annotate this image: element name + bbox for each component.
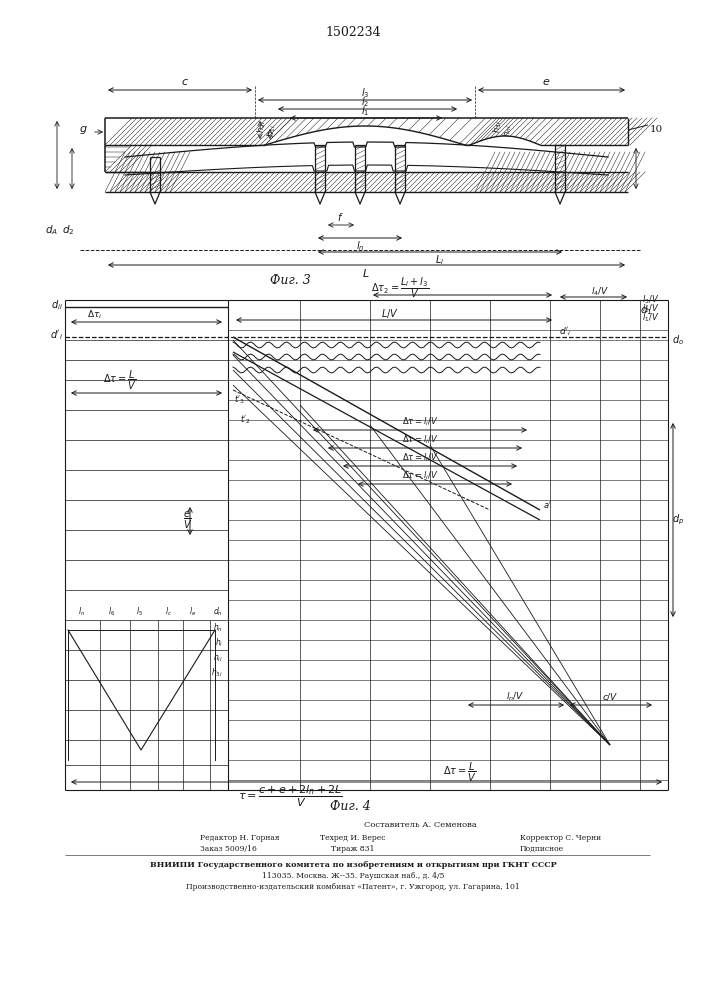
- Text: Редактор Н. Горная: Редактор Н. Горная: [200, 834, 279, 842]
- Text: $h_{ni}$: $h_{ni}$: [502, 125, 514, 137]
- Text: $d_{ii}$: $d_{ii}$: [51, 298, 63, 312]
- Text: Фиг. 3: Фиг. 3: [269, 273, 310, 286]
- Text: Корректор С. Черни: Корректор С. Черни: [520, 834, 601, 842]
- Text: $L_i$: $L_i$: [436, 253, 445, 267]
- Text: $\Delta\tau = \dfrac{L}{V}$: $\Delta\tau = \dfrac{L}{V}$: [103, 368, 137, 392]
- Text: $\Delta\tau = l_i/V$: $\Delta\tau = l_i/V$: [402, 416, 438, 428]
- Text: $d_p$: $d_p$: [672, 513, 684, 527]
- Text: Составитель А. Семенова: Составитель А. Семенова: [363, 821, 477, 829]
- Text: $h_{3i}$: $h_{3i}$: [492, 121, 504, 133]
- Text: $l_e$: $l_e$: [189, 606, 197, 618]
- Text: $h_i$: $h_i$: [215, 637, 223, 649]
- Text: ВНИИПИ Государственного комитета по изобретениям и открытиям при ГКНТ СССР: ВНИИПИ Государственного комитета по изоб…: [150, 861, 556, 869]
- Text: $h_{3i}$: $h_{3i}$: [211, 667, 223, 679]
- Text: 1502234: 1502234: [325, 25, 381, 38]
- Text: $\tau = \dfrac{c + e + 2l_n + 2L}{V}$: $\tau = \dfrac{c + e + 2l_n + 2L}{V}$: [238, 783, 342, 809]
- Text: $a'$: $a'$: [544, 498, 553, 510]
- Text: $h_{1i}$: $h_{1i}$: [266, 125, 279, 137]
- Text: $t'_3$: $t'_3$: [235, 394, 245, 406]
- Text: $h_n$: $h_n$: [213, 622, 223, 634]
- Text: $l_3/V$: $l_3/V$: [643, 294, 660, 306]
- Text: $l_2/V$: $l_2/V$: [643, 303, 660, 315]
- Text: Техред И. Верес: Техред И. Верес: [320, 834, 386, 842]
- Text: $L$: $L$: [362, 267, 370, 279]
- Text: $t'_2$: $t'_2$: [240, 414, 252, 426]
- Text: $d_n$: $d_n$: [213, 606, 223, 618]
- Text: $f$: $f$: [337, 211, 344, 223]
- Text: Фиг. 4: Фиг. 4: [329, 800, 370, 814]
- Text: $c$: $c$: [181, 77, 189, 87]
- Text: 113035. Москва. Ж--35. Раушская наб., д. 4/5: 113035. Москва. Ж--35. Раушская наб., д.…: [262, 872, 444, 880]
- Text: $g$: $g$: [79, 124, 88, 136]
- Text: $l_1/V$: $l_1/V$: [643, 312, 660, 324]
- Text: $l_n$: $l_n$: [78, 606, 86, 618]
- Text: $d'_i$: $d'_i$: [559, 326, 571, 338]
- Text: Тираж 831: Тираж 831: [332, 845, 375, 853]
- Text: $L/V$: $L/V$: [381, 306, 399, 320]
- Text: $l_c$: $l_c$: [165, 606, 172, 618]
- Text: $h_{2i}$: $h_{2i}$: [256, 121, 268, 133]
- Text: $l_2$: $l_2$: [361, 95, 369, 109]
- Text: $l_5$: $l_5$: [136, 606, 144, 618]
- Text: Заказ 5009/16: Заказ 5009/16: [200, 845, 257, 853]
- Text: $\Delta\tau = l_i/V$: $\Delta\tau = l_i/V$: [402, 452, 438, 464]
- Text: $l_1$: $l_1$: [361, 104, 369, 118]
- Text: $l_4/V$: $l_4/V$: [591, 286, 609, 298]
- Text: $\Delta\tau_2 = \dfrac{L_i + l_3}{V}$: $\Delta\tau_2 = \dfrac{L_i + l_3}{V}$: [371, 276, 429, 300]
- Text: $d_o$: $d_o$: [672, 333, 684, 347]
- Text: $l_3$: $l_3$: [361, 86, 369, 100]
- Text: $\dfrac{e}{V}$: $\dfrac{e}{V}$: [183, 509, 192, 531]
- Text: 10: 10: [650, 125, 663, 134]
- Text: $c/V$: $c/V$: [602, 692, 619, 702]
- Text: $h_{ii}$: $h_{ii}$: [214, 652, 223, 664]
- Text: Производственно-издательский комбинат «Патент», г. Ужгород, ул. Гагарина, 101: Производственно-издательский комбинат «П…: [186, 883, 520, 891]
- Text: $l_n$: $l_n$: [356, 239, 364, 253]
- Text: $d_A$: $d_A$: [45, 223, 59, 237]
- Text: $d_1$: $d_1$: [640, 303, 653, 317]
- Text: $e$: $e$: [542, 77, 550, 87]
- Text: $\Delta\tau = l_i/V$: $\Delta\tau = l_i/V$: [402, 470, 438, 482]
- Text: Подписное: Подписное: [520, 845, 564, 853]
- Text: $\Delta\tau_i$: $\Delta\tau_i$: [88, 309, 103, 321]
- Text: $d'_i$: $d'_i$: [50, 328, 63, 342]
- Text: $l_n/V$: $l_n/V$: [506, 691, 524, 703]
- Text: $d_2$: $d_2$: [62, 223, 74, 237]
- Text: $\Delta\tau = l_i/V$: $\Delta\tau = l_i/V$: [402, 434, 438, 446]
- Text: $l_6$: $l_6$: [108, 606, 116, 618]
- Text: $\Delta\tau = \dfrac{L}{V}$: $\Delta\tau = \dfrac{L}{V}$: [443, 760, 477, 784]
